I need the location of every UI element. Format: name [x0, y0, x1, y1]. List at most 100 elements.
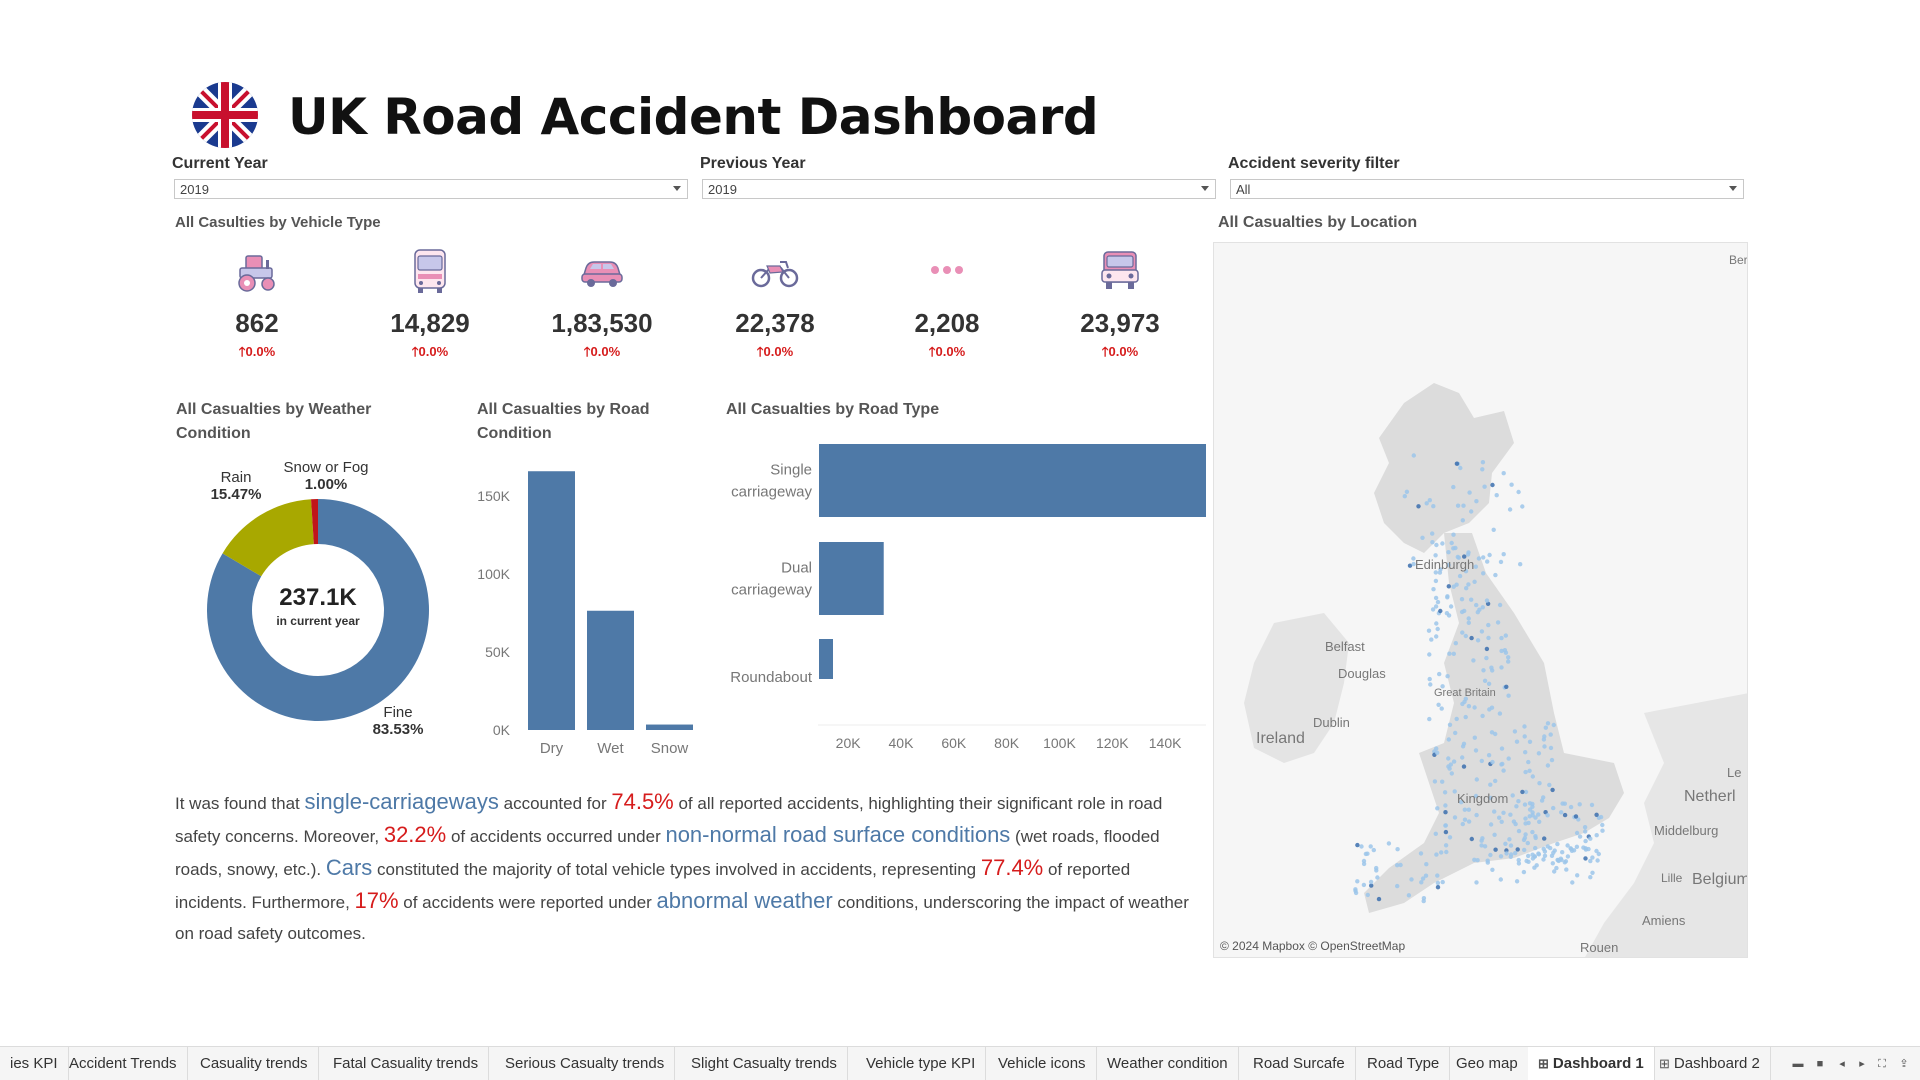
chevron-down-icon[interactable] [1729, 186, 1737, 191]
map-canvas[interactable] [1214, 243, 1748, 958]
tab-slight-casualty-trends[interactable]: Slight Casualty trends [681, 1047, 848, 1080]
chevron-down-icon[interactable] [1201, 186, 1209, 191]
previous-year-select[interactable]: 2019 [702, 179, 1216, 199]
location-dot [1386, 841, 1392, 846]
location-dot [1424, 862, 1429, 867]
location-dot [1446, 737, 1451, 742]
tab-weather-condition[interactable]: Weather condition [1097, 1047, 1239, 1080]
location-dot [1460, 518, 1465, 523]
donut-slice-snow-or-fog[interactable] [311, 499, 318, 545]
location-dot [1453, 641, 1458, 646]
tab-dashboard-2[interactable]: ⊞ Dashboard 2 [1649, 1047, 1771, 1080]
tab-vehicle-type-kpi[interactable]: Vehicle type KPI [856, 1047, 987, 1080]
tab-road-surcafe[interactable]: Road Surcafe [1243, 1047, 1356, 1080]
severity-filter-select[interactable]: All [1230, 179, 1744, 199]
tab-road-type[interactable]: Road Type [1357, 1047, 1451, 1080]
donut-center-subtitle: in current year [276, 614, 360, 628]
location-map[interactable]: Edinburgh Belfast Douglas Dublin Ireland… [1213, 242, 1748, 958]
location-dot [1485, 860, 1490, 865]
location-dot [1490, 482, 1495, 488]
road-condition-section-title: All Casualties by Road Condition [477, 398, 650, 446]
location-dot [1444, 611, 1450, 616]
location-dot [1588, 836, 1593, 841]
location-dot [1433, 831, 1438, 836]
location-dot [1466, 582, 1471, 587]
map-label-lille: Lille [1661, 871, 1683, 885]
tab-vehicle-icons[interactable]: Vehicle icons [988, 1047, 1097, 1080]
accident-location-dots [1353, 453, 1605, 904]
tab-accident-trends[interactable]: Accident Trends [59, 1047, 188, 1080]
location-dot [1480, 605, 1485, 610]
location-dot [1436, 702, 1441, 707]
bar-snow[interactable] [646, 724, 693, 730]
location-dot [1439, 850, 1444, 855]
location-dot [1355, 879, 1360, 884]
bar-dry[interactable] [528, 471, 575, 730]
location-dot [1421, 896, 1427, 901]
location-dot [1474, 812, 1479, 818]
grid-view-icon[interactable]: ■ [1816, 1058, 1824, 1070]
location-dot [1435, 626, 1440, 632]
kpi-value: 862 [235, 308, 279, 338]
location-dot [1451, 584, 1456, 589]
location-dot [1418, 851, 1424, 856]
narrative-text: constituted the majority of total vehicl… [372, 860, 981, 879]
x-category-label: Snow [651, 740, 689, 757]
donut-slice-rain[interactable] [222, 499, 314, 577]
bar-wet[interactable] [587, 610, 634, 730]
tab-label: Road Surcafe [1253, 1055, 1345, 1072]
location-dot [1488, 795, 1493, 801]
tab-kpi[interactable]: ies KPI [0, 1047, 69, 1080]
location-dot [1590, 870, 1595, 875]
bar-single-carriageway[interactable] [819, 444, 1206, 517]
narrative-text: It was found that [175, 794, 305, 813]
tab-label: Vehicle icons [998, 1055, 1086, 1072]
location-dot [1507, 507, 1513, 512]
location-dot [1479, 843, 1484, 848]
location-dot [1495, 620, 1501, 625]
location-dot [1548, 732, 1553, 737]
prev-sheet-icon[interactable]: ◂ [1839, 1058, 1845, 1070]
tab-casuality-trends[interactable]: Casuality trends [190, 1047, 319, 1080]
slice-label-pct: 83.53% [372, 721, 424, 738]
location-dot [1514, 739, 1520, 744]
road-condition-title-line1: All Casualties by Road [477, 401, 650, 418]
donut-slice-fine[interactable] [207, 499, 430, 721]
tab-serious-casualty-trends[interactable]: Serious Casualty trends [495, 1047, 676, 1080]
location-dot [1440, 684, 1445, 689]
location-dot [1583, 829, 1588, 834]
location-dot [1469, 597, 1474, 602]
share-icon[interactable]: ⇪ [1899, 1058, 1909, 1070]
location-dot [1435, 885, 1441, 890]
location-dot [1513, 821, 1518, 827]
next-sheet-icon[interactable]: ▸ [1859, 1058, 1865, 1070]
tab-fatal-casuality-trends[interactable]: Fatal Casuality trends [323, 1047, 490, 1080]
location-dot [1454, 461, 1460, 466]
location-dot [1369, 883, 1374, 888]
location-dot [1506, 655, 1511, 660]
location-dot [1488, 782, 1493, 787]
location-dot [1516, 861, 1522, 866]
current-year-select[interactable]: 2019 [174, 179, 688, 199]
location-dot [1488, 822, 1494, 827]
location-dot [1548, 745, 1554, 751]
location-dot [1537, 781, 1542, 786]
y-tick-label: 100K [477, 566, 510, 582]
insight-narrative: It was found that single-carriageways ac… [175, 786, 1205, 949]
tab-geo-map[interactable]: Geo map [1446, 1047, 1529, 1080]
bus-icon [414, 249, 446, 293]
chevron-down-icon[interactable] [673, 186, 681, 191]
fullscreen-icon[interactable]: ⛶ [1878, 1058, 1886, 1070]
bar-dual-carriageway[interactable] [819, 542, 884, 615]
location-dot [1476, 556, 1482, 561]
bar-roundabout[interactable] [819, 639, 833, 679]
tab-dashboard-1[interactable]: ⊞ Dashboard 1 [1528, 1047, 1655, 1080]
location-dot [1595, 858, 1600, 863]
filmstrip-view-icon[interactable]: ▬ [1792, 1058, 1804, 1070]
location-dot [1487, 707, 1492, 712]
location-dot [1432, 779, 1438, 784]
location-dot [1423, 873, 1429, 878]
location-dot [1552, 869, 1557, 874]
location-dot [1497, 711, 1503, 716]
location-dot [1467, 490, 1472, 495]
